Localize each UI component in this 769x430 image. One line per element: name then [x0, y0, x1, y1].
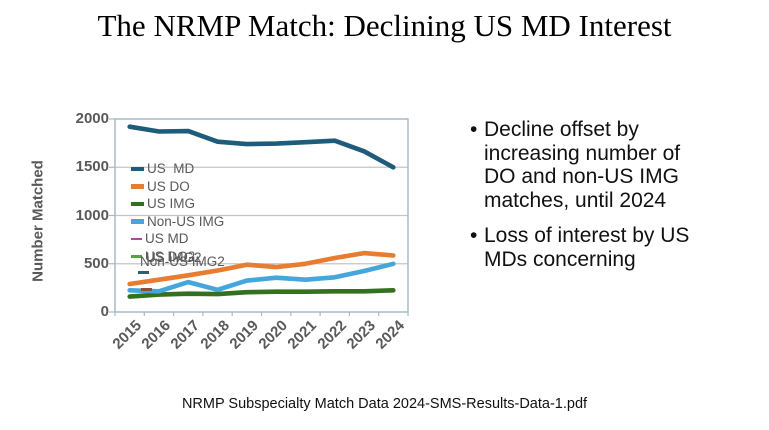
bullet-dot: •: [470, 118, 478, 141]
y-tick-label: 1500: [75, 158, 109, 176]
legend-label-us-img2: US IMG2: [146, 250, 202, 265]
legend-swatch: [131, 201, 144, 206]
legend-label: US MD: [145, 231, 189, 246]
line-chart: Number Matched 0 500 1000 1500 2000 2015 2016…: [25, 105, 443, 380]
bullet-line: DO and non-US IMG: [484, 165, 679, 188]
legend-swatch: [131, 255, 142, 258]
legend-item: US IMG: [131, 195, 281, 213]
bullet-list: • Decline offset by increasing number of DO…: [470, 118, 769, 271]
legend-label: US MD: [147, 161, 195, 176]
legend-item: US DO2: [131, 248, 281, 266]
bullet-line: MDs concerning: [484, 247, 636, 271]
legend-label: US IMG: [147, 196, 196, 211]
bullet-text: Decline offset by increasing number of DO …: [484, 118, 680, 212]
legend-swatch: [131, 237, 142, 240]
bullet-item: • Loss of interest by US MDs concerning: [470, 224, 769, 271]
legend-swatch: [131, 184, 144, 189]
y-tick-label: 0: [100, 303, 109, 320]
chart-legend: US MD US DO US IMG Non-US IMG US MD US DO2: [131, 160, 281, 265]
series-line-us-md: [127, 124, 396, 170]
legend-swatch-non-us-img2: [141, 288, 152, 291]
series-line-non-us-img: [127, 261, 396, 294]
y-tick-label: 1000: [75, 206, 109, 224]
legend-label: US DO: [147, 178, 190, 194]
series-line-us-img: [127, 288, 396, 299]
legend-swatch-us-img2: [138, 271, 149, 274]
bullet-line: Loss of interest by US: [484, 224, 690, 247]
legend-label-non-us-img2: Non-US IMG2: [140, 254, 225, 269]
legend-swatch: [131, 166, 144, 171]
legend-item: Non-US IMG: [131, 213, 281, 231]
y-tick-label: 2000: [75, 110, 109, 127]
series-line-us-do: [127, 250, 396, 287]
bullet-text: Loss of interest by US MDs concerning: [484, 224, 689, 271]
y-tick-label: 500: [83, 254, 109, 272]
bullet-line: increasing number of: [484, 141, 681, 165]
legend-item: US MD: [131, 230, 281, 248]
bullet-line: matches, until 2024: [484, 188, 667, 212]
legend-swatch: [131, 219, 144, 224]
legend-label: Non-US IMG: [147, 213, 225, 229]
bullet-line: Decline offset by: [484, 118, 639, 141]
bullet-item: • Decline offset by increasing number of DO…: [470, 118, 769, 212]
legend-label: US DO2: [145, 248, 196, 264]
bullet-dot: •: [470, 224, 478, 247]
legend-item: US DO: [131, 178, 281, 196]
footer-text: NRMP Subspecialty Match Data 2024-SMS-Re…: [181, 396, 588, 412]
legend-item: US MD: [131, 160, 281, 178]
slide-title: The NRMP Match: Declining US MD Interest: [97, 8, 672, 43]
plot-area: [109, 118, 409, 316]
